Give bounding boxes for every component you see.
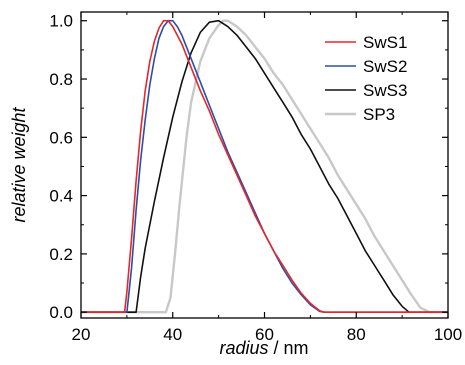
y-axis-title: relative weight xyxy=(9,106,29,222)
legend-label-sp3: SP3 xyxy=(363,105,395,124)
x-tick-label: 80 xyxy=(347,325,366,344)
series-line-sp3 xyxy=(81,19,448,314)
x-tick-label: 60 xyxy=(255,325,274,344)
legend-label-sws3: SwS3 xyxy=(363,81,407,100)
x-axis-title-main: radius xyxy=(219,338,268,358)
y-tick-label: 1.0 xyxy=(49,12,73,31)
series-layer xyxy=(81,19,448,314)
x-axis: 20 40 60 80 100 xyxy=(72,12,462,344)
x-axis-title: radius / nm xyxy=(219,338,308,358)
series-line-sws2 xyxy=(81,19,448,314)
legend-label-sws2: SwS2 xyxy=(363,57,407,76)
legend: SwS1 SwS2 SwS3 SP3 xyxy=(325,33,407,124)
y-tick-label: 0.4 xyxy=(49,187,73,206)
x-tick-label: 40 xyxy=(163,325,182,344)
y-tick-label: 0.0 xyxy=(49,303,73,322)
x-tick-label: 20 xyxy=(72,325,91,344)
y-tick-label: 0.6 xyxy=(49,128,73,147)
x-axis-title-unit: / nm xyxy=(269,338,309,358)
series-line-sws3 xyxy=(81,19,448,314)
y-axis: 0.0 0.2 0.4 0.6 0.8 1.0 xyxy=(49,12,448,322)
y-tick-label: 0.8 xyxy=(49,70,73,89)
series-line-sws1 xyxy=(81,19,448,314)
legend-label-sws1: SwS1 xyxy=(363,33,407,52)
y-tick-label: 0.2 xyxy=(49,245,73,264)
x-tick-label: 100 xyxy=(434,325,462,344)
